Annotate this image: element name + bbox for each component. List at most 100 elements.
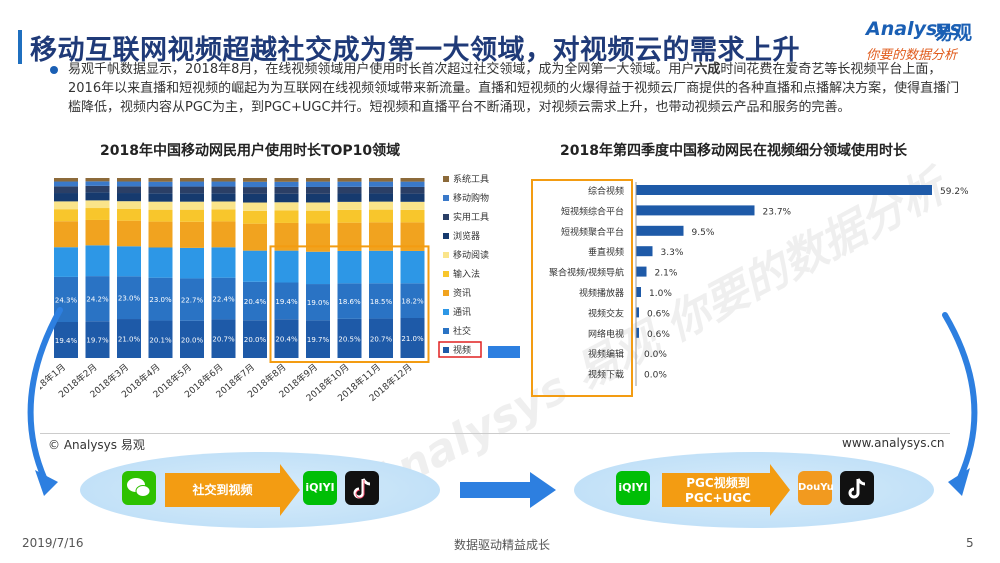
category-label: 视频编辑 (588, 348, 624, 360)
bar-segment-移动阅读 (148, 201, 173, 210)
legend-swatch (443, 347, 449, 353)
data-label: 24.3% (55, 296, 78, 304)
legend-highlight-box (438, 341, 482, 358)
brand-slogan: 你要的数据分析 (866, 48, 958, 63)
legend-swatch (443, 176, 449, 182)
legend-swatch (443, 195, 449, 201)
intro-text-a: 易观千帆数据显示，2018年8月，在线视频领域用户使用时长首次超过社交领域，成为… (68, 62, 695, 77)
bar-segment-社交 (148, 277, 173, 321)
bar-segment-实用工具 (117, 186, 141, 194)
bar-segment-移动阅读 (400, 201, 425, 210)
bar-segment-系统工具 (274, 178, 299, 182)
horizontal-bar-chart: 综合视频 59.2% 短视频综合平台 23.7% 短视频聚合平台 9.5% 垂直视频 3.3%… (531, 179, 968, 397)
legend-item-移动购物: 移动购物 (453, 192, 489, 204)
bar-segment-资讯 (117, 220, 141, 247)
bar-segment-输入法 (117, 208, 141, 221)
highlight-box (269, 245, 430, 363)
bar-segment-系统工具 (54, 178, 78, 182)
data-label: 20.0% (244, 336, 267, 344)
legend-item-资讯: 资讯 (453, 288, 471, 299)
bar-segment-输入法 (54, 209, 78, 222)
right-chart-title: 2018年第四季度中国移动网民在视频细分领域使用时长 (560, 143, 907, 159)
footer-tagline: 数据驱动精益成长 (454, 538, 551, 552)
bar-segment-通讯 (54, 247, 78, 277)
data-label: 19.7% (86, 337, 109, 345)
legend-item-输入法: 输入法 (453, 268, 480, 280)
hbar (636, 266, 647, 277)
legend-swatch (443, 252, 449, 258)
page-number: 5 (966, 536, 974, 550)
bar-segment-输入法 (400, 209, 425, 223)
hbar (636, 185, 932, 195)
value-label: 3.3% (661, 248, 684, 258)
bar-segment-移动阅读 (54, 201, 78, 210)
right-band-label-1: PGC视频到 (686, 476, 750, 490)
bar-segment-移动购物 (117, 181, 141, 187)
bar-segment-视频 (180, 320, 204, 358)
bar-segment-浏览器 (306, 193, 330, 203)
source-url: www.analysys.cn (842, 436, 945, 450)
hbar (636, 287, 641, 297)
bar-segment-移动购物 (54, 181, 78, 187)
left-curve-arrow-head (35, 470, 58, 496)
bar-segment-社交 (400, 283, 425, 318)
value-label: 1.0% (649, 289, 672, 299)
source-credit: © Analysys 易观 (48, 438, 145, 452)
bar-segment-输入法 (369, 209, 393, 223)
legend-item-视频: 视频 (453, 344, 471, 356)
legend-swatch (443, 328, 449, 334)
bar-segment-实用工具 (211, 186, 236, 194)
bar-segment-资讯 (148, 221, 173, 248)
data-label: 22.7% (181, 297, 204, 305)
category-label: 垂直视频 (588, 246, 624, 258)
bar-segment-视频 (211, 319, 236, 358)
bar-segment-视频 (306, 320, 330, 358)
douyu-icon: DouYu (798, 471, 834, 505)
legend-item-系统工具: 系统工具 (453, 173, 489, 185)
data-label: 19.0% (307, 299, 330, 307)
bar-segment-社交 (369, 283, 393, 319)
bar-segment-移动阅读 (274, 202, 299, 211)
bar-segment-移动购物 (180, 181, 204, 187)
bar-segment-实用工具 (180, 186, 204, 194)
bar-segment-资讯 (180, 221, 204, 248)
bar-segment-实用工具 (54, 186, 78, 194)
bar-segment-资讯 (54, 221, 78, 248)
bar-segment-输入法 (148, 209, 173, 222)
bar-segment-通讯 (337, 250, 362, 284)
data-label: 18.2% (401, 298, 424, 306)
hbar (636, 307, 639, 318)
left-band-label: 社交到视频 (192, 483, 253, 497)
right-band-label-2: PGC+UGC (685, 491, 751, 505)
bar-segment-社交 (274, 282, 299, 320)
category-highlight-box (531, 179, 633, 397)
divider (40, 433, 950, 434)
value-label: 2.1% (655, 269, 678, 279)
intro-text-bold: 六成 (694, 62, 721, 77)
bar-segment-系统工具 (180, 178, 204, 182)
hbar (636, 246, 653, 257)
hbar (636, 327, 639, 338)
category-label: 视频播放器 (579, 287, 624, 299)
category-label: 视频交友 (588, 307, 624, 319)
value-label: 9.5% (692, 228, 715, 238)
bar-segment-输入法 (306, 210, 330, 224)
bar-segment-实用工具 (274, 186, 299, 194)
bar-segment-浏览器 (243, 193, 267, 203)
brand-name: Analysys (866, 18, 961, 40)
bar-segment-系统工具 (337, 178, 362, 182)
data-label: 21.0% (118, 336, 141, 344)
bar-segment-通讯 (211, 247, 236, 278)
data-label: 19.4% (275, 298, 298, 306)
bar-segment-社交 (85, 276, 110, 322)
data-label: 24.2% (86, 296, 109, 304)
legend-item-社交: 社交 (453, 325, 471, 337)
bar-segment-视频 (85, 321, 110, 358)
bar-segment-系统工具 (85, 178, 110, 182)
value-label: 0.0% (644, 350, 667, 360)
bar-segment-视频 (400, 318, 425, 358)
hbar (636, 225, 684, 236)
bar-segment-通讯 (274, 250, 299, 283)
data-label: 18.6% (338, 298, 361, 306)
legend-item-实用工具: 实用工具 (453, 211, 489, 223)
